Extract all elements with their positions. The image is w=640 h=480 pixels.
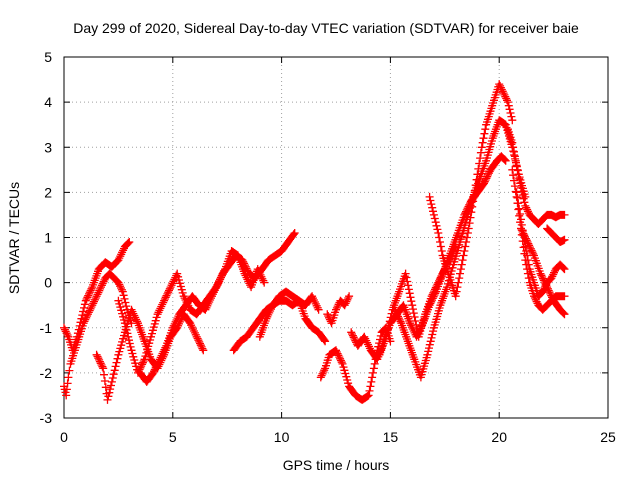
y-tick-label: 5 (44, 49, 52, 65)
series-track-18 (543, 224, 569, 246)
series-track-17 (517, 224, 569, 319)
y-tick-label: 2 (44, 184, 52, 200)
y-tick-label: -1 (40, 320, 53, 336)
chart-title: Day 299 of 2020, Sidereal Day-to-day VTE… (73, 20, 579, 36)
data-point-markers (503, 125, 569, 228)
data-point-markers (323, 292, 354, 328)
data-point-markers (425, 80, 517, 301)
series-track-2 (60, 269, 136, 400)
data-point-markers (92, 305, 208, 404)
x-tick-label: 5 (169, 429, 177, 445)
x-tick-label: 0 (60, 429, 68, 445)
grid-lines (64, 57, 608, 418)
y-tick-label: 3 (44, 139, 52, 155)
y-axis-label: SDTVAR / TECUs (6, 182, 22, 294)
y-tick-label: 1 (44, 230, 52, 246)
series-track-14 (503, 125, 569, 228)
x-axis-ticks: 0 5 10 15 20 25 (60, 57, 616, 445)
series-track-1 (60, 238, 134, 355)
x-tick-label: 25 (600, 429, 616, 445)
series-track-12 (390, 116, 530, 382)
series-track-5 (136, 247, 269, 386)
y-tick-label: -3 (40, 410, 53, 426)
series-track-16 (512, 188, 569, 301)
series-track-8 (316, 323, 395, 404)
series-track-9 (323, 292, 354, 328)
y-tick-label: -2 (40, 365, 53, 381)
x-tick-label: 10 (274, 429, 290, 445)
series-track-13 (425, 80, 517, 301)
series-track-3 (92, 305, 208, 404)
x-axis-label: GPS time / hours (283, 457, 390, 473)
data-point-markers (543, 224, 569, 246)
x-tick-label: 15 (383, 429, 399, 445)
data-point-markers (255, 287, 323, 341)
data-point-markers (316, 323, 395, 404)
y-axis-ticks: -3 -2 -1 0 1 2 3 4 5 (40, 49, 608, 426)
y-tick-label: 4 (44, 94, 52, 110)
data-point-markers (60, 269, 136, 400)
data-markers (60, 80, 569, 404)
y-tick-label: 0 (44, 275, 52, 291)
data-point-markers (390, 116, 530, 382)
x-tick-label: 20 (491, 429, 507, 445)
data-point-markers (512, 188, 569, 301)
series-track-7 (255, 287, 323, 341)
data-point-markers (60, 238, 134, 355)
data-point-markers (136, 247, 269, 386)
data-point-markers (517, 224, 569, 319)
